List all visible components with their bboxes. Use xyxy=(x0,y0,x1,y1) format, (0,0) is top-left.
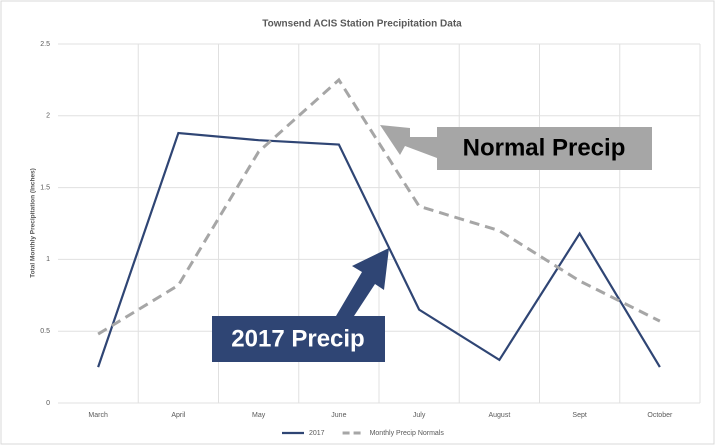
line-series xyxy=(97,131,661,368)
y-tick-label: 0.5 xyxy=(40,328,50,335)
y-axis-label: Total Monthly Precipitation (Inches) xyxy=(30,168,37,278)
x-tick-label: July xyxy=(413,412,426,419)
x-tick-label: October xyxy=(647,412,673,419)
y-tick-label: 0 xyxy=(46,400,50,407)
x-tick-label: June xyxy=(331,412,346,419)
legend-label: 2017 xyxy=(309,430,325,437)
x-tick-label: August xyxy=(488,412,510,419)
chart-title: Townsend ACIS Station Precipitation Data xyxy=(262,19,462,30)
x-tick-label: April xyxy=(171,412,185,419)
line-series xyxy=(97,77,661,336)
x-tick-label: May xyxy=(252,412,266,419)
annotation-arrow xyxy=(380,125,437,158)
annotation-arrow xyxy=(336,248,389,316)
annotation-text: Normal Precip xyxy=(463,134,626,161)
annotation-text: 2017 Precip xyxy=(231,325,364,352)
annotation-box xyxy=(212,316,385,362)
legend-label: Monthly Precip Normals xyxy=(370,430,445,437)
y-tick-label: 1 xyxy=(46,256,50,263)
annotation-box xyxy=(437,127,652,170)
y-tick-label: 1.5 xyxy=(40,184,50,191)
x-tick-label: Sept xyxy=(572,412,586,419)
y-tick-label: 2.5 xyxy=(40,41,50,48)
y-tick-label: 2 xyxy=(46,113,50,120)
x-tick-label: March xyxy=(88,412,108,419)
